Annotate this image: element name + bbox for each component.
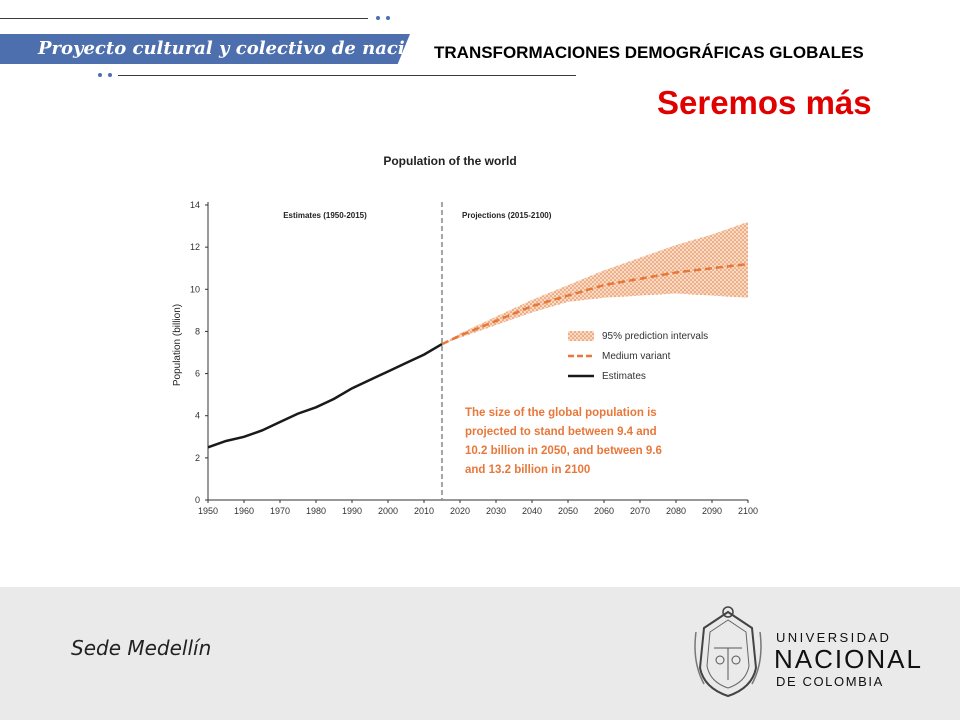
chart-annotation-line: and 13.2 billion in 2100 xyxy=(465,464,590,476)
header-dot xyxy=(108,73,112,77)
x-tick-label: 2000 xyxy=(378,506,398,516)
y-tick-label: 6 xyxy=(195,369,200,379)
population-chart: Population of the world Population (bill… xyxy=(172,154,758,516)
y-tick-label: 2 xyxy=(195,453,200,463)
x-tick-label: 2070 xyxy=(630,506,650,516)
chart-annotation-line: 10.2 billion in 2050, and between 9.6 xyxy=(465,445,662,457)
page-title: TRANSFORMACIONES DEMOGRÁFICAS GLOBALES xyxy=(434,43,864,62)
legend-label: Medium variant xyxy=(602,351,671,362)
y-tick-label: 10 xyxy=(190,284,200,294)
x-tick-label: 2050 xyxy=(558,506,578,516)
legend-label: Estimates xyxy=(602,371,646,382)
x-tick-label: 2060 xyxy=(594,506,614,516)
university-name-line3: DE COLOMBIA xyxy=(776,674,884,689)
banner-text: Proyecto cultural y colectivo de nación xyxy=(38,38,430,59)
y-tick-label: 4 xyxy=(195,411,200,421)
chart-annotation-line: projected to stand between 9.4 and xyxy=(465,426,657,438)
x-tick-label: 2040 xyxy=(522,506,542,516)
y-tick-label: 8 xyxy=(195,326,200,336)
page-subtitle: Seremos más xyxy=(657,84,872,121)
university-name-line1: UNIVERSIDAD xyxy=(776,630,892,645)
sede-label: Sede Medellín xyxy=(71,636,212,660)
medium-variant-line xyxy=(441,262,749,346)
x-tick-label: 2020 xyxy=(450,506,470,516)
chart-title: Population of the world xyxy=(383,154,516,168)
university-seal-icon xyxy=(694,606,762,698)
y-axis-label: Population (billion) xyxy=(172,304,183,386)
y-tick-label: 14 xyxy=(190,200,200,210)
x-tick-label: 2090 xyxy=(702,506,722,516)
x-tick-label: 1980 xyxy=(306,506,326,516)
section-label-projections: Projections (2015-2100) xyxy=(462,211,552,220)
header-top-rule xyxy=(0,18,368,19)
x-tick-label: 2010 xyxy=(414,506,434,516)
y-tick-label: 0 xyxy=(195,495,200,505)
y-tick-label: 12 xyxy=(190,242,200,252)
chart-annotation-line: The size of the global population is xyxy=(465,407,657,419)
x-tick-label: 2100 xyxy=(738,506,758,516)
prediction-interval-band xyxy=(442,221,748,345)
header-bottom-rule xyxy=(118,75,576,76)
header-dot xyxy=(376,16,380,20)
header-dot xyxy=(386,16,390,20)
header-dot xyxy=(98,73,102,77)
legend-swatch-interval xyxy=(568,331,594,341)
x-tick-label: 1950 xyxy=(198,506,218,516)
x-tick-label: 1990 xyxy=(342,506,362,516)
header-banner xyxy=(0,34,410,64)
x-tick-label: 2030 xyxy=(486,506,506,516)
x-tick-label: 1960 xyxy=(234,506,254,516)
university-name-line2: NACIONAL xyxy=(774,644,923,674)
x-tick-label: 1970 xyxy=(270,506,290,516)
legend-label: 95% prediction intervals xyxy=(602,331,708,342)
x-tick-label: 2080 xyxy=(666,506,686,516)
footer-band xyxy=(0,587,960,720)
estimates-line xyxy=(207,342,443,449)
section-label-estimates: Estimates (1950-2015) xyxy=(283,211,367,220)
